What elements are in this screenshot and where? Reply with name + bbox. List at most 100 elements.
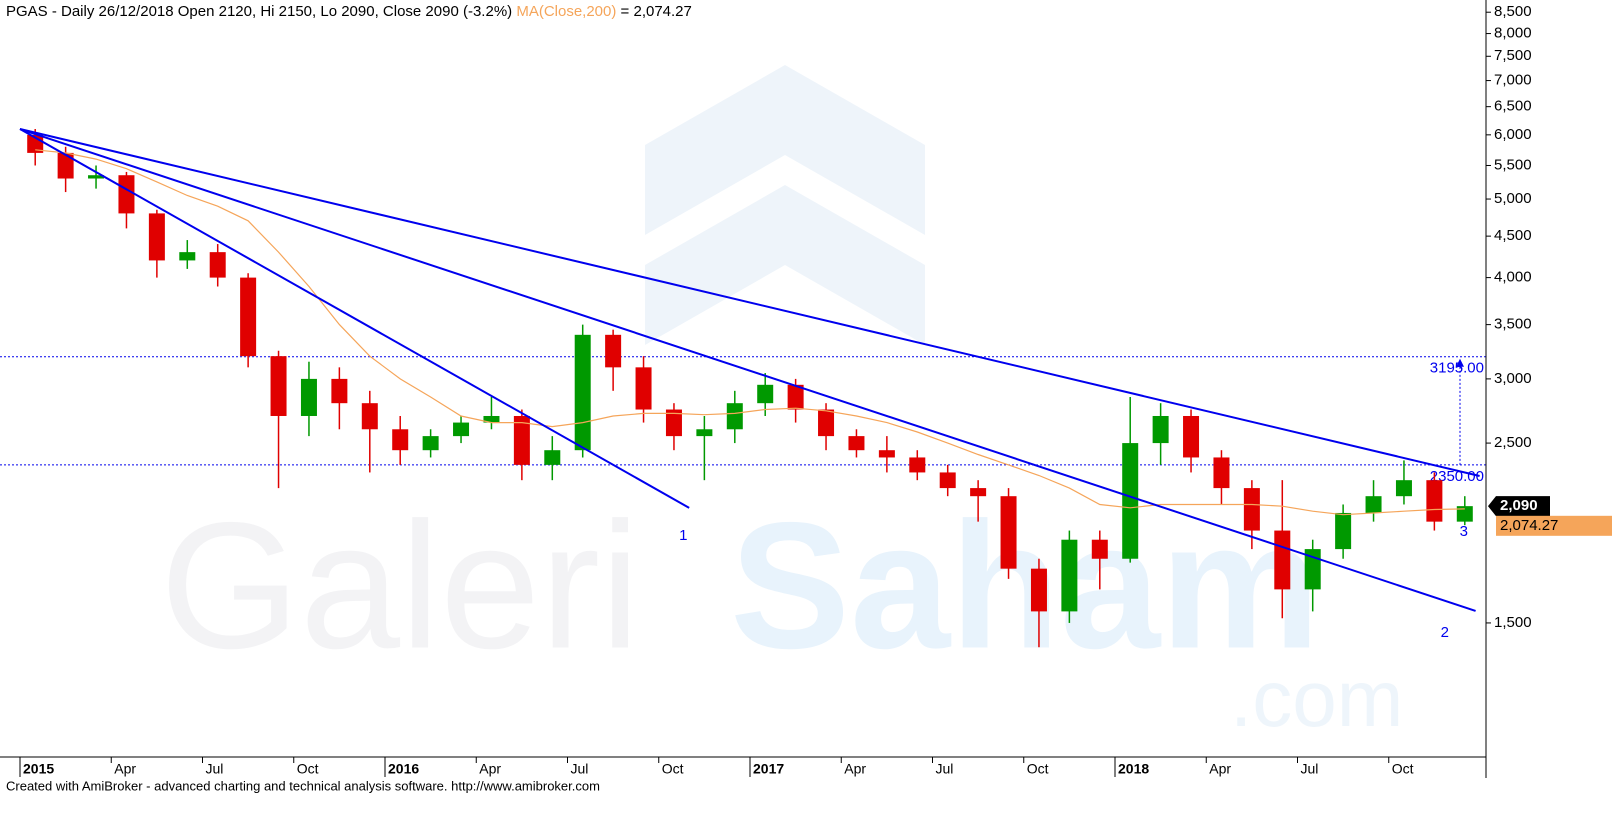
candle-body [422, 436, 439, 451]
candle-body [1243, 488, 1260, 531]
candle-body [300, 378, 317, 416]
x-tick-label: 2018 [1118, 761, 1149, 777]
y-tick-label: 8,000 [1494, 25, 1532, 42]
y-tick-label: 6,000 [1494, 126, 1532, 143]
candle-body [392, 429, 409, 451]
title-indicator: MA(Close,200) [516, 3, 616, 20]
candle-body [483, 415, 500, 423]
last-price-box [1488, 496, 1550, 517]
logo-shape [645, 185, 925, 345]
candle-body [970, 488, 987, 497]
candle-body [1091, 539, 1108, 559]
candle-body [240, 277, 257, 357]
trendline-label: 3 [1460, 523, 1468, 540]
y-tick-label: 3,000 [1494, 370, 1532, 387]
x-tick-label: Jul [571, 761, 589, 777]
candle-body [635, 367, 652, 410]
y-tick-label: 5,500 [1494, 156, 1532, 173]
y-tick-label: 7,500 [1494, 47, 1532, 64]
footer: Created with AmiBroker - advanced charti… [6, 778, 600, 793]
candle-body [1183, 415, 1200, 458]
x-tick-label: Apr [844, 761, 866, 777]
candle-body [331, 378, 348, 404]
trendline-label: 2 [1441, 624, 1449, 641]
candle-body [757, 384, 774, 404]
candle-body [209, 252, 226, 278]
x-tick-label: 2015 [23, 761, 54, 777]
candle-body [787, 384, 804, 410]
candle-body [453, 422, 470, 437]
logo-shape [645, 65, 925, 235]
trendline [19, 128, 1480, 477]
x-tick-label: Oct [297, 761, 319, 777]
candle-body [818, 409, 835, 437]
trendline [19, 128, 1476, 612]
watermark-text: .com [1230, 654, 1403, 743]
level-label: 3195.00 [1430, 360, 1484, 377]
title-value: = 2,074.27 [621, 3, 692, 20]
candle-body [574, 334, 591, 451]
x-tick-label: Jul [936, 761, 954, 777]
candle-body [118, 175, 135, 214]
arrow-head [1456, 358, 1464, 367]
x-tick-label: Oct [1027, 761, 1049, 777]
candle-body [88, 175, 105, 179]
x-tick-label: Oct [662, 761, 684, 777]
x-tick-label: 2016 [388, 761, 419, 777]
x-tick-label: Jul [206, 761, 224, 777]
x-tick-label: Apr [114, 761, 136, 777]
candle-body [1426, 480, 1443, 522]
y-tick-label: 5,000 [1494, 190, 1532, 207]
watermark-text: Galeri [160, 486, 640, 687]
candle-body [848, 436, 865, 451]
y-tick-label: 4,500 [1494, 227, 1532, 244]
candle-body [544, 450, 561, 465]
candle-body [1395, 480, 1412, 497]
candle-body [909, 457, 926, 473]
candle-body [1061, 539, 1078, 612]
candle-body [361, 403, 378, 430]
watermark-logo [645, 65, 925, 345]
y-tick-label: 3,500 [1494, 316, 1532, 333]
x-tick-label: 2017 [753, 761, 784, 777]
candle-body [179, 252, 196, 261]
watermark-text: Saham [730, 486, 1320, 687]
plot: 3195.00 2350.00 1 2 3 [0, 128, 1486, 648]
candle-body [513, 415, 530, 465]
last-price-label: 2,090 [1500, 497, 1538, 514]
x-tick-label: Apr [1209, 761, 1231, 777]
candle-body [605, 334, 622, 368]
y-tick-label: 1,500 [1494, 614, 1532, 631]
candle-body [1122, 443, 1139, 559]
y-tick-label: 4,000 [1494, 269, 1532, 286]
candle-body [1365, 496, 1382, 513]
level-label: 2350.00 [1430, 468, 1484, 485]
ma-price-label: 2,074.27 [1500, 517, 1558, 534]
candle-body [1000, 496, 1017, 569]
title-main: PGAS - Daily 26/12/2018 Open 2120, Hi 21… [6, 3, 512, 20]
candle-body [1152, 415, 1169, 444]
x-tick-label: Oct [1392, 761, 1414, 777]
candle-body [57, 152, 74, 179]
candle-body [939, 472, 956, 489]
y-tick-label: 2,500 [1494, 434, 1532, 451]
candle-body [1213, 457, 1230, 489]
candle-body [665, 409, 682, 437]
trendline-label: 1 [679, 527, 687, 544]
candle-body [1335, 512, 1352, 550]
candle-body [878, 450, 895, 458]
x-tick-label: Apr [479, 761, 501, 777]
candle-body [726, 403, 743, 430]
y-tick-label: 7,000 [1494, 72, 1532, 89]
chart-title: PGAS - Daily 26/12/2018 Open 2120, Hi 21… [6, 3, 692, 20]
candle-body [148, 213, 165, 261]
candle-body [1030, 568, 1047, 612]
candle-body [1274, 530, 1291, 590]
y-tick-label: 8,500 [1494, 3, 1532, 20]
candle-body [270, 356, 287, 416]
candle-body [696, 429, 713, 437]
ma-line [35, 149, 1465, 516]
x-tick-label: Jul [1301, 761, 1319, 777]
candle-body [1456, 506, 1473, 522]
